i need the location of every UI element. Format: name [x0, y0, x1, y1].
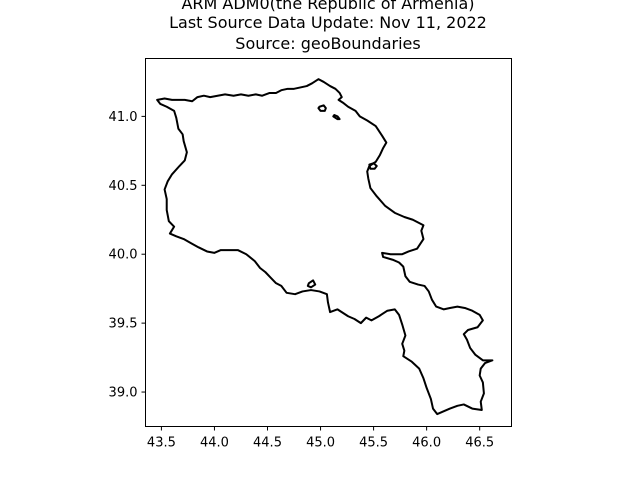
x-tick-label: 46.0	[412, 436, 441, 451]
boundary-exclave-north-2	[332, 114, 341, 121]
x-tick-label: 45.0	[306, 436, 335, 451]
x-axis: 43.5 44.0 44.5 45.0 45.5 46.0 46.5	[147, 426, 494, 451]
boundary-exclave-karki	[306, 279, 317, 289]
boundary-mainland	[156, 78, 494, 416]
x-tick-label: 44.0	[200, 436, 229, 451]
x-tick-label: 46.5	[465, 436, 494, 451]
y-axis: 39.0 39.5 40.0 40.5 41.0	[109, 110, 146, 401]
x-tick-label: 44.5	[253, 436, 282, 451]
boundaries-layer	[156, 78, 494, 416]
boundary-exclave-north-1	[317, 104, 327, 112]
y-tick-label: 40.5	[109, 179, 138, 194]
y-tick-label: 39.0	[109, 386, 138, 401]
chart-title-line-3: Source: geoBoundaries	[235, 34, 420, 53]
x-tick-label: 43.5	[147, 436, 176, 451]
plot-frame	[145, 58, 512, 427]
boundary-exclave-artsvashen	[368, 162, 378, 170]
y-tick-label: 41.0	[109, 110, 138, 125]
x-tick-label: 45.5	[359, 436, 388, 451]
chart-title-line-2: Last Source Data Update: Nov 11, 2022	[169, 13, 487, 32]
y-tick-label: 40.0	[109, 248, 138, 263]
chart-title-line-1: ARM ADM0(the Republic of Armenia)	[181, 0, 474, 13]
y-tick-label: 39.5	[109, 317, 138, 332]
